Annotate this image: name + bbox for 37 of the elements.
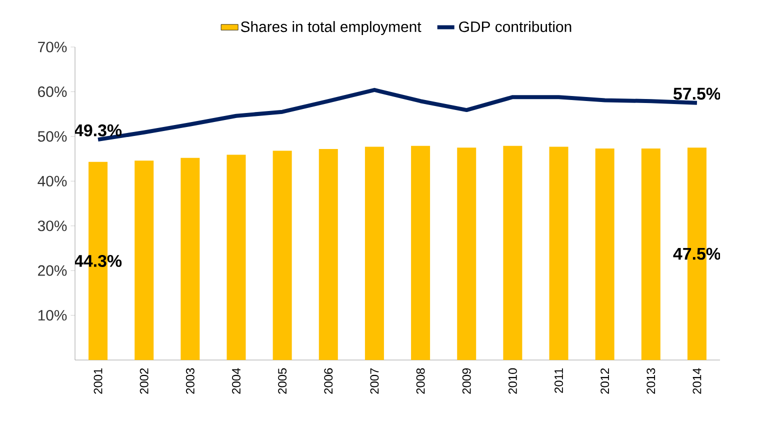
x-tick-label: 2003	[186, 368, 194, 394]
legend-label: GDP contribution	[459, 21, 572, 32]
y-tick-label: 70%	[38, 42, 67, 52]
bar	[226, 154, 246, 360]
bar	[411, 146, 430, 360]
x-tick-label: 2005	[278, 368, 287, 394]
legend-label: Shares in total employment	[240, 21, 422, 36]
y-tick-label: 30%	[38, 220, 67, 232]
bar	[318, 148, 338, 360]
x-tick-label: 2013	[646, 368, 656, 394]
y-tick-label: 20%	[38, 265, 67, 276]
y-tick-label: 10%	[38, 310, 67, 321]
x-tick-label: 2004	[232, 368, 240, 394]
y-tick-label: 50%	[38, 131, 67, 142]
bar	[549, 146, 568, 360]
bar	[272, 150, 292, 360]
x-tick-label: 2006	[324, 368, 333, 394]
x-tick-label: 2014	[692, 368, 702, 394]
y-tick-label: 40%	[38, 176, 67, 186]
bar	[641, 148, 660, 360]
bar	[457, 148, 476, 360]
x-tick-label: 2007	[370, 368, 379, 394]
bar	[364, 146, 384, 360]
bar	[503, 146, 522, 360]
x-tick-label: 2002	[140, 368, 148, 394]
x-tick-label: 2008	[416, 368, 425, 394]
data-label: 49.3%	[74, 124, 122, 136]
x-tick-label: 2011	[554, 368, 563, 393]
x-tick-label: 2012	[600, 368, 610, 394]
y-tick-label: 60%	[38, 86, 67, 98]
bar	[180, 158, 200, 360]
x-tick-label: 2001	[94, 368, 102, 394]
bar	[595, 148, 614, 360]
bar	[134, 160, 154, 360]
x-tick-label: 2009	[462, 368, 471, 394]
data-label: 57.5%	[673, 88, 721, 100]
x-tick-label: 2010	[508, 368, 517, 394]
